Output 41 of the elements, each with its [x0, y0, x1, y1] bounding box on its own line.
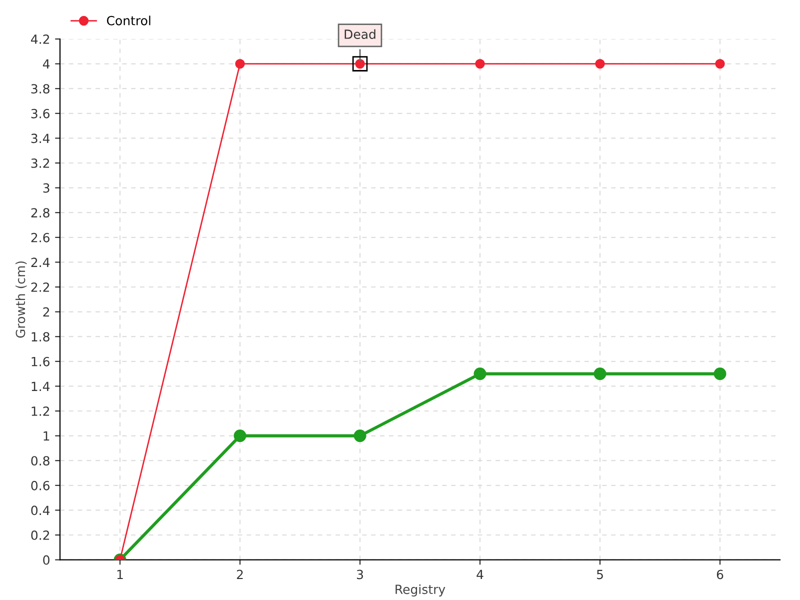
y-tick-label: 4 — [42, 59, 50, 69]
y-tick-label: 4.2 — [31, 34, 50, 44]
point — [235, 58, 245, 69]
y-tick-label: 0.6 — [31, 480, 50, 490]
y-tick-label: 3.2 — [31, 158, 50, 168]
y-tick-label: 1.4 — [32, 382, 50, 391]
y-tick-label: 0.8 — [31, 456, 50, 466]
y-tick-label: 3.6 — [31, 108, 50, 118]
point — [715, 58, 725, 69]
x-tick-label: 6 — [716, 570, 724, 580]
x-tick-label: 5 — [596, 570, 603, 580]
x-tick-label: 2 — [236, 570, 243, 580]
y-tick-label: 3.4 — [31, 134, 50, 144]
y-tick-label: 0.4 — [31, 506, 50, 516]
y-tick-label: 1 — [44, 431, 50, 441]
x-tick-label: 1 — [117, 570, 123, 580]
point — [234, 430, 246, 442]
y-tick-label: 2.2 — [31, 282, 50, 292]
y-tick-label: 2.8 — [31, 208, 50, 218]
point — [354, 430, 366, 442]
x-tick-label: 3 — [356, 570, 363, 580]
point — [475, 58, 485, 69]
y-tick-label: 3 — [43, 183, 50, 193]
point — [595, 58, 605, 69]
point — [474, 368, 486, 380]
y-tick-label: 3.8 — [31, 84, 50, 94]
y-tick-label: 1.2 — [32, 406, 50, 416]
y-axis-title: Growth (cm) — [16, 261, 27, 338]
point — [594, 368, 606, 380]
legend-label: Control — [106, 16, 150, 26]
y-tick-label: 0 — [43, 555, 50, 565]
annotation: Dead — [344, 29, 376, 39]
x-axis-title: Registry — [396, 584, 446, 596]
y-tick-label: 0.2 — [31, 530, 50, 540]
x-tick-label: 4 — [476, 570, 484, 580]
y-tick-label: 1.6 — [32, 356, 50, 366]
y-tick-label: 2 — [43, 307, 50, 317]
y-tick-label: 2.6 — [31, 232, 50, 242]
y-tick-label: 1.8 — [32, 332, 50, 342]
y-tick-label: 2.4 — [31, 258, 50, 267]
point — [714, 368, 726, 380]
